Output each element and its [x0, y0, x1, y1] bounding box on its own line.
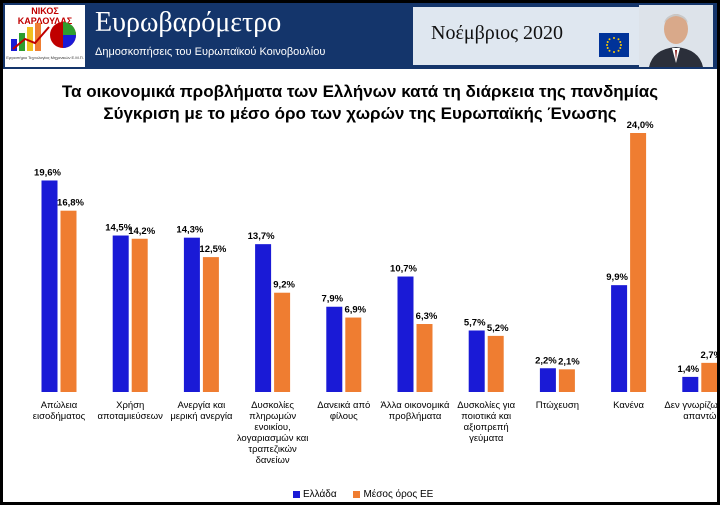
data-label-eu-2: 12,5%: [199, 244, 226, 255]
bar-greece-9: [682, 376, 699, 392]
bar-greece-1: [112, 235, 129, 392]
data-label-greece-8: 9,9%: [606, 272, 628, 283]
header-subtitle: Δημοσκοπήσεις του Ευρωπαϊκού Κοινοβουλίο…: [95, 46, 326, 58]
logo-subtitle: Εργαστήριο Τεχνολογίας Μηχανικών Ε.Μ.Π.: [6, 55, 84, 60]
page-frame: ΝΙΚΟΣ ΚΑΡΔΟΥΛΑΣ Εργαστήριο Τεχνολογίας Μ…: [3, 3, 717, 502]
bar-chart: 19,6% 16,8% Απώλεια εισοδήματος 14,5%14,2% Χρ…: [33, 120, 717, 466]
legend: Ελλάδα Μέσος όρος ΕΕ: [293, 489, 447, 500]
category-label-7: Πτώχευση: [536, 400, 579, 411]
data-label-eu-6: 5,2%: [487, 323, 509, 334]
category-label-1: Χρήση αποταμιεύσεων: [97, 400, 163, 422]
logo-graphic-icon: [11, 22, 76, 51]
chart-title: Τα οικονομικά προβλήματα των Ελλήνων κατ…: [61, 82, 659, 101]
category-label-9: Δεν γνωρίζω Δεναπαντώ: [664, 400, 717, 422]
data-label-greece-3: 13,7%: [248, 231, 275, 242]
portrait-photo-icon: [639, 5, 713, 67]
bar-eu-2: [202, 257, 219, 392]
legend-swatch-eu-average: [353, 490, 361, 498]
legend-swatch-greece: [293, 490, 300, 498]
bar-greece-4: [326, 306, 343, 392]
data-label-greece-0: 19,6%: [34, 167, 61, 178]
data-label-eu-0: 16,8%: [57, 198, 84, 209]
data-label-greece-4: 7,9%: [321, 294, 343, 305]
legend-item-greece: Ελλάδα: [293, 489, 337, 500]
category-label-5: Άλλα οικονομικά προβλήματα: [381, 400, 450, 422]
bar-greece-8: [611, 285, 628, 392]
legend-label-greece: Ελλάδα: [303, 489, 337, 500]
bar-eu-1: [131, 238, 148, 392]
data-label-eu-5: 6,3%: [416, 311, 438, 322]
bar-eu-8: [630, 133, 647, 392]
chart-title-block: Τα οικονομικά προβλήματα των Ελλήνων κατ…: [3, 81, 717, 125]
legend-label-eu-average: Μέσος όρος ΕΕ: [363, 489, 434, 500]
bar-greece-6: [468, 330, 485, 392]
bar-eu-6: [487, 335, 504, 392]
data-label-greece-7: 2,2%: [535, 355, 557, 366]
category-label-6: Δυσκολίες για ποιοτικά και αξιοπρεπή γεύματ…: [457, 400, 515, 444]
eu-flag-icon: [599, 33, 629, 57]
bar-greece-7: [539, 368, 556, 392]
category-label-8: Κανένα: [613, 400, 644, 411]
data-label-eu-7: 2,1%: [558, 356, 580, 367]
data-label-greece-2: 14,3%: [176, 225, 203, 236]
data-label-eu-4: 6,9%: [344, 305, 366, 316]
bar-eu-3: [274, 292, 291, 392]
data-label-eu-1: 14,2%: [128, 226, 155, 237]
data-label-eu-3: 9,2%: [273, 280, 295, 291]
data-label-greece-5: 10,7%: [390, 264, 417, 275]
data-label-eu-8: 24,0%: [627, 120, 654, 131]
data-label-eu-9: 2,7%: [700, 350, 717, 361]
bar-eu-4: [345, 317, 362, 392]
bar-greece-5: [397, 276, 414, 392]
category-label-2: Ανεργία και μερική ανεργία: [170, 400, 233, 422]
category-label-3: Δυσκολίες πληρωμών ενοικίου, λογαριασμών κα…: [237, 400, 309, 466]
data-label-greece-9: 1,4%: [677, 364, 699, 375]
bar-greece-3: [255, 244, 272, 392]
header-title: Ευρωβαρόμετρο: [95, 7, 282, 38]
logo: ΝΙΚΟΣ ΚΑΡΔΟΥΛΑΣ Εργαστήριο Τεχνολογίας Μ…: [5, 5, 85, 67]
legend-item-eu-average: Μέσος όρος ΕΕ: [353, 489, 433, 500]
logo-name: ΝΙΚΟΣ ΚΑΡΔΟΥΛΑΣ: [17, 6, 73, 26]
bar-greece-0: [41, 180, 58, 392]
data-label-greece-6: 5,7%: [464, 317, 486, 328]
bar-eu-7: [558, 369, 575, 392]
data-label-greece-1: 14,5%: [105, 223, 132, 234]
bar-eu-5: [416, 324, 433, 392]
bar-eu-9: [701, 362, 717, 392]
chart-subtitle: Σύγκριση με το μέσο όρο των χωρών της Ευ…: [103, 104, 617, 123]
bar-eu-0: [60, 210, 77, 392]
header-date: Νοέμβριος 2020: [431, 22, 564, 44]
category-label-0: Απώλεια εισοδήματος: [33, 400, 86, 422]
category-label-4: Δανεικά από φίλους: [317, 400, 370, 422]
header-banner: ΝΙΚΟΣ ΚΑΡΔΟΥΛΑΣ Εργαστήριο Τεχνολογίας Μ…: [3, 3, 717, 69]
bar-greece-2: [183, 237, 200, 392]
